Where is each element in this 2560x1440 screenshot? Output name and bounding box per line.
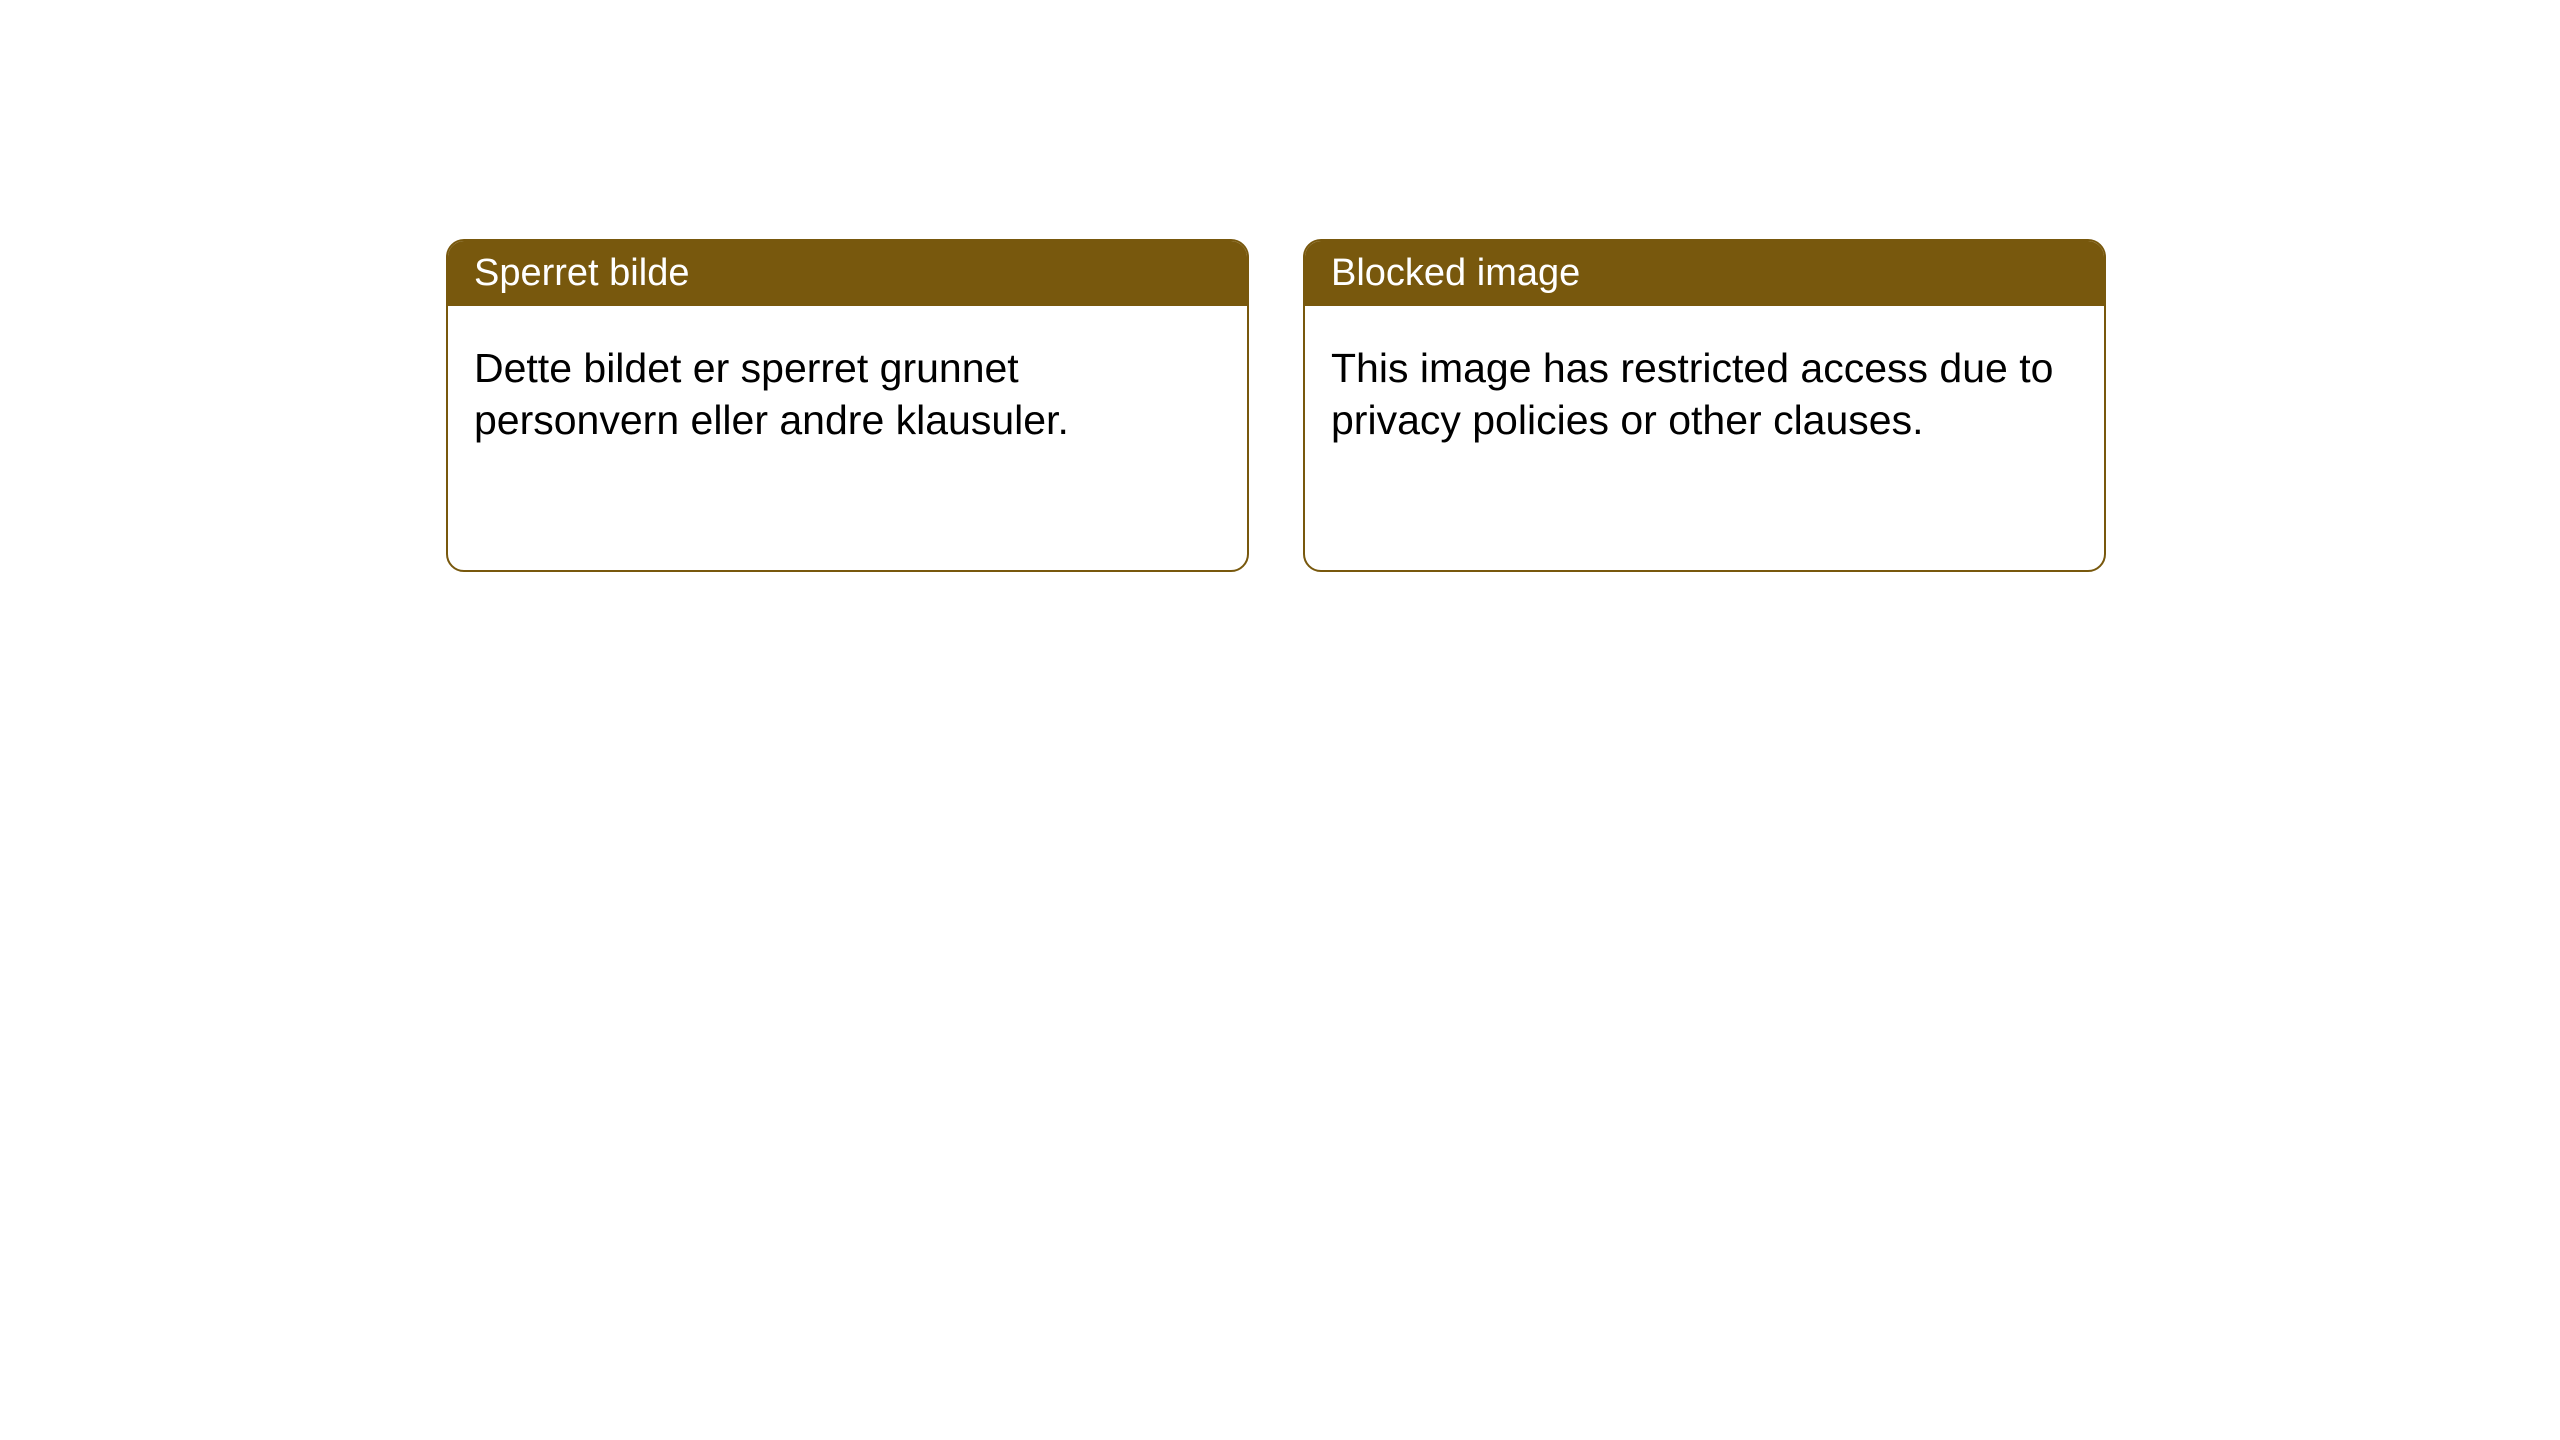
card-header-text: Sperret bilde: [474, 252, 689, 294]
notice-container: Sperret bilde Dette bildet er sperret gr…: [446, 239, 2106, 572]
card-body: Dette bildet er sperret grunnet personve…: [448, 306, 1247, 483]
card-header-text: Blocked image: [1331, 252, 1580, 294]
card-header: Blocked image: [1305, 241, 2104, 306]
card-body-text: This image has restricted access due to …: [1331, 345, 2053, 443]
notice-card-english: Blocked image This image has restricted …: [1303, 239, 2106, 572]
notice-card-norwegian: Sperret bilde Dette bildet er sperret gr…: [446, 239, 1249, 572]
card-header: Sperret bilde: [448, 241, 1247, 306]
card-body: This image has restricted access due to …: [1305, 306, 2104, 483]
card-body-text: Dette bildet er sperret grunnet personve…: [474, 345, 1069, 443]
